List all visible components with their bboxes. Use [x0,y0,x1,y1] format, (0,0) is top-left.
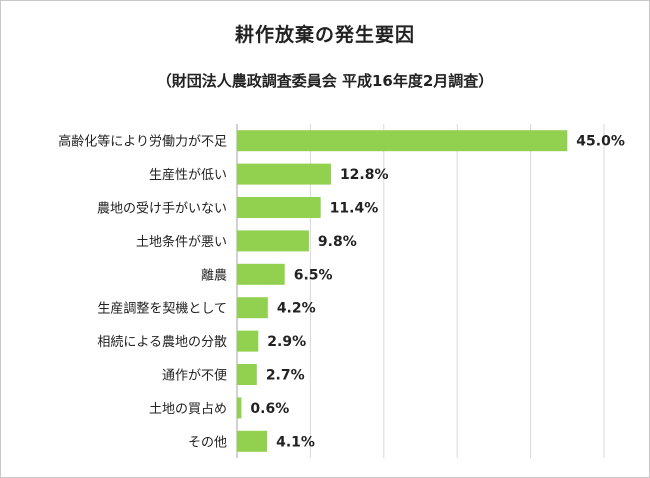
data-label: 4.2% [277,301,316,317]
data-label: 11.4% [330,201,379,217]
bar [237,430,268,452]
data-label: 6.5% [294,267,333,283]
data-label: 0.6% [250,401,289,417]
data-label: 9.8% [318,234,357,250]
chart-title: 耕作放棄の発生要因 [234,24,415,46]
bar [237,230,309,252]
data-label: 2.9% [267,334,306,350]
bar [237,297,268,319]
category-label: その他 [188,435,227,450]
bar [237,330,259,352]
bar [237,364,257,385]
category-label: 土地の買占め [149,402,227,417]
category-label: 離農 [201,268,227,283]
chart-subtitle: （財団法人農政調査委員会 平成16年度2月調査） [156,72,494,90]
data-label: 45.0% [576,134,625,150]
data-label: 12.8% [340,167,389,183]
category-label: 相続による農地の分散 [97,335,227,350]
data-label: 2.7% [266,368,305,384]
category-label: 通作が不便 [162,369,227,384]
bar [237,163,331,185]
bar [237,397,242,419]
category-label: 生産性が低い [149,167,227,183]
data-label: 4.1% [276,434,315,450]
category-label: 生産調整を契機として [97,301,227,317]
category-label: 高齢化等により労働力が不足 [58,134,227,150]
category-label: 土地条件が悪い [136,234,227,250]
bar [237,197,321,218]
bar [237,130,568,152]
bar [237,263,285,285]
category-label: 農地の受け手がいない [97,202,227,217]
